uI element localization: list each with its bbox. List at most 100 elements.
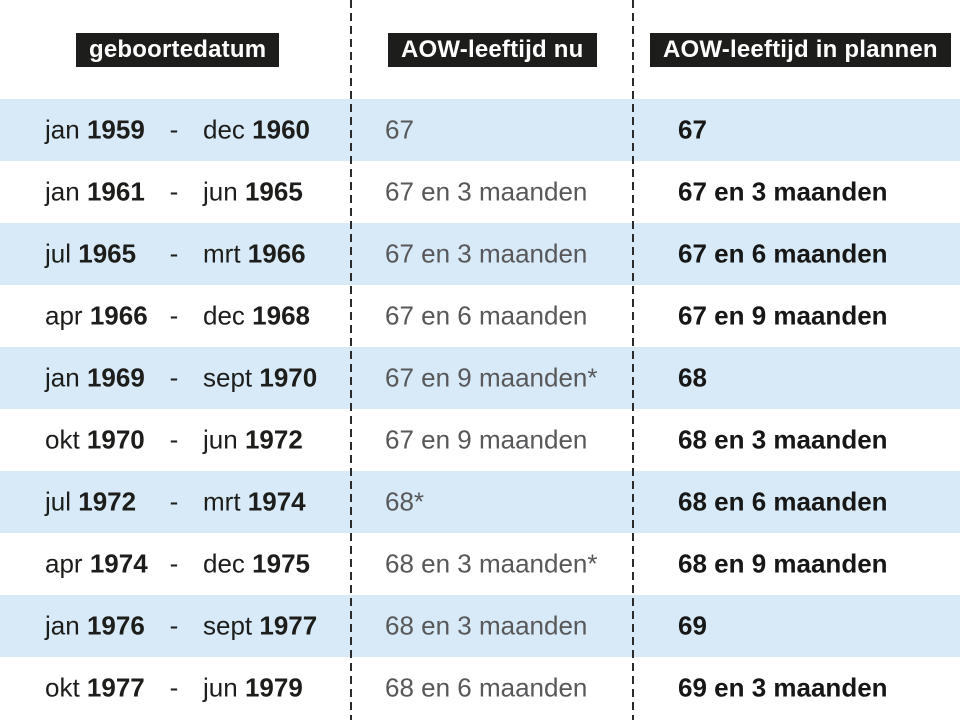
aow-age-now-value: 67 en 3 maanden — [385, 176, 588, 207]
aow-age-now-value: 68 en 3 maanden — [385, 610, 588, 641]
column-header-aow-leeftijd-nu: AOW-leeftijd nu — [388, 33, 597, 67]
end-month: sept — [203, 362, 253, 393]
start-month: jul — [45, 486, 72, 517]
aow-age-now-value: 68 en 3 maanden* — [385, 548, 598, 579]
start-year: 1976 — [86, 610, 145, 641]
start-year: 1977 — [86, 672, 145, 703]
aow-age-planned-value: 68 en 3 maanden — [678, 424, 888, 455]
birthdate-range-end: jun 1965 — [203, 177, 303, 208]
aow-age-now-value: 67 en 9 maanden — [385, 424, 588, 455]
table-row: jan 1961 - jun 1965 67 en 3 maanden 67 e… — [0, 161, 960, 223]
start-month: jul — [45, 238, 72, 269]
column-header-aow-leeftijd-in-plannen: AOW-leeftijd in plannen — [650, 33, 951, 67]
start-year: 1961 — [86, 176, 145, 207]
aow-age-planned-value: 69 — [678, 610, 707, 641]
aow-age-now-value: 67 en 9 maanden* — [385, 362, 598, 393]
end-year: 1965 — [244, 176, 303, 207]
start-year: 1959 — [86, 114, 145, 145]
end-year: 1974 — [247, 486, 306, 517]
birthdate-range-end: sept 1970 — [203, 363, 317, 394]
end-month: jun — [203, 672, 238, 703]
end-month: dec — [203, 114, 245, 145]
end-month: jun — [203, 176, 238, 207]
birthdate-range-end: jun 1979 — [203, 673, 303, 704]
end-year: 1977 — [259, 610, 318, 641]
table-row: okt 1977 - jun 1979 68 en 6 maanden 69 e… — [0, 657, 960, 719]
birthdate-range-end: mrt 1966 — [203, 239, 306, 270]
start-month: okt — [45, 424, 80, 455]
table-row: jan 1959 - dec 1960 67 67 — [0, 99, 960, 161]
range-separator: - — [169, 548, 179, 579]
birthdate-range-start: apr 1966 — [45, 301, 148, 332]
birthdate-range-start: jan 1961 — [45, 177, 145, 208]
aow-age-planned-value: 68 — [678, 362, 707, 393]
start-year: 1966 — [89, 300, 148, 331]
start-month: okt — [45, 672, 80, 703]
start-year: 1972 — [78, 486, 137, 517]
birthdate-range-end: dec 1975 — [203, 549, 310, 580]
aow-age-now-value: 68 en 6 maanden — [385, 672, 588, 703]
table-row: jul 1972 - mrt 1974 68* 68 en 6 maanden — [0, 471, 960, 533]
column-header-geboortedatum: geboortedatum — [76, 33, 280, 67]
range-separator: - — [169, 114, 179, 145]
range-separator: - — [169, 424, 179, 455]
table-body: jan 1959 - dec 1960 67 67 jan 1961 - jun… — [0, 99, 960, 719]
birthdate-range-start: jan 1959 — [45, 115, 145, 146]
table-row: apr 1966 - dec 1968 67 en 6 maanden 67 e… — [0, 285, 960, 347]
birthdate-range-end: sept 1977 — [203, 611, 317, 642]
birthdate-range-start: jul 1965 — [45, 239, 136, 270]
table-row: apr 1974 - dec 1975 68 en 3 maanden* 68 … — [0, 533, 960, 595]
end-month: sept — [203, 610, 253, 641]
birthdate-range-end: dec 1968 — [203, 301, 310, 332]
aow-age-planned-value: 69 en 3 maanden — [678, 672, 888, 703]
birthdate-range-start: okt 1970 — [45, 425, 145, 456]
start-month: jan — [45, 176, 80, 207]
table-row: jan 1969 - sept 1970 67 en 9 maanden* 68 — [0, 347, 960, 409]
birthdate-range-start: jan 1969 — [45, 363, 145, 394]
end-month: mrt — [203, 486, 241, 517]
end-month: mrt — [203, 238, 241, 269]
range-separator: - — [169, 362, 179, 393]
aow-age-planned-value: 68 en 9 maanden — [678, 548, 888, 579]
table-row: okt 1970 - jun 1972 67 en 9 maanden 68 e… — [0, 409, 960, 471]
aow-age-planned-value: 67 en 3 maanden — [678, 176, 888, 207]
end-year: 1968 — [252, 300, 310, 331]
start-month: apr — [45, 300, 83, 331]
range-separator: - — [169, 610, 179, 641]
end-year: 1975 — [252, 548, 310, 579]
start-year: 1970 — [86, 424, 145, 455]
end-month: dec — [203, 300, 245, 331]
birthdate-range-start: okt 1977 — [45, 673, 145, 704]
range-separator: - — [169, 672, 179, 703]
aow-age-now-value: 68* — [385, 486, 425, 517]
start-year: 1969 — [86, 362, 145, 393]
end-year: 1970 — [259, 362, 318, 393]
start-year: 1965 — [78, 238, 137, 269]
end-year: 1960 — [252, 114, 310, 145]
birthdate-range-start: apr 1974 — [45, 549, 148, 580]
aow-age-now-value: 67 en 3 maanden — [385, 238, 588, 269]
column-divider-left — [350, 0, 352, 720]
birthdate-range-start: jul 1972 — [45, 487, 136, 518]
range-separator: - — [169, 300, 179, 331]
table-row: jan 1976 - sept 1977 68 en 3 maanden 69 — [0, 595, 960, 657]
birthdate-range-end: mrt 1974 — [203, 487, 306, 518]
aow-age-planned-value: 67 en 6 maanden — [678, 238, 888, 269]
start-month: jan — [45, 610, 80, 641]
table-row: jul 1965 - mrt 1966 67 en 3 maanden 67 e… — [0, 223, 960, 285]
start-month: apr — [45, 548, 83, 579]
end-year: 1966 — [247, 238, 306, 269]
end-year: 1972 — [244, 424, 303, 455]
aow-age-planned-value: 67 — [678, 114, 707, 145]
aow-age-now-value: 67 en 6 maanden — [385, 300, 588, 331]
range-separator: - — [169, 238, 179, 269]
birthdate-range-end: dec 1960 — [203, 115, 310, 146]
column-divider-right — [632, 0, 634, 720]
range-separator: - — [169, 176, 179, 207]
aow-age-planned-value: 67 en 9 maanden — [678, 300, 888, 331]
start-month: jan — [45, 114, 80, 145]
end-month: jun — [203, 424, 238, 455]
start-year: 1974 — [89, 548, 148, 579]
aow-age-planned-value: 68 en 6 maanden — [678, 486, 888, 517]
birthdate-range-end: jun 1972 — [203, 425, 303, 456]
